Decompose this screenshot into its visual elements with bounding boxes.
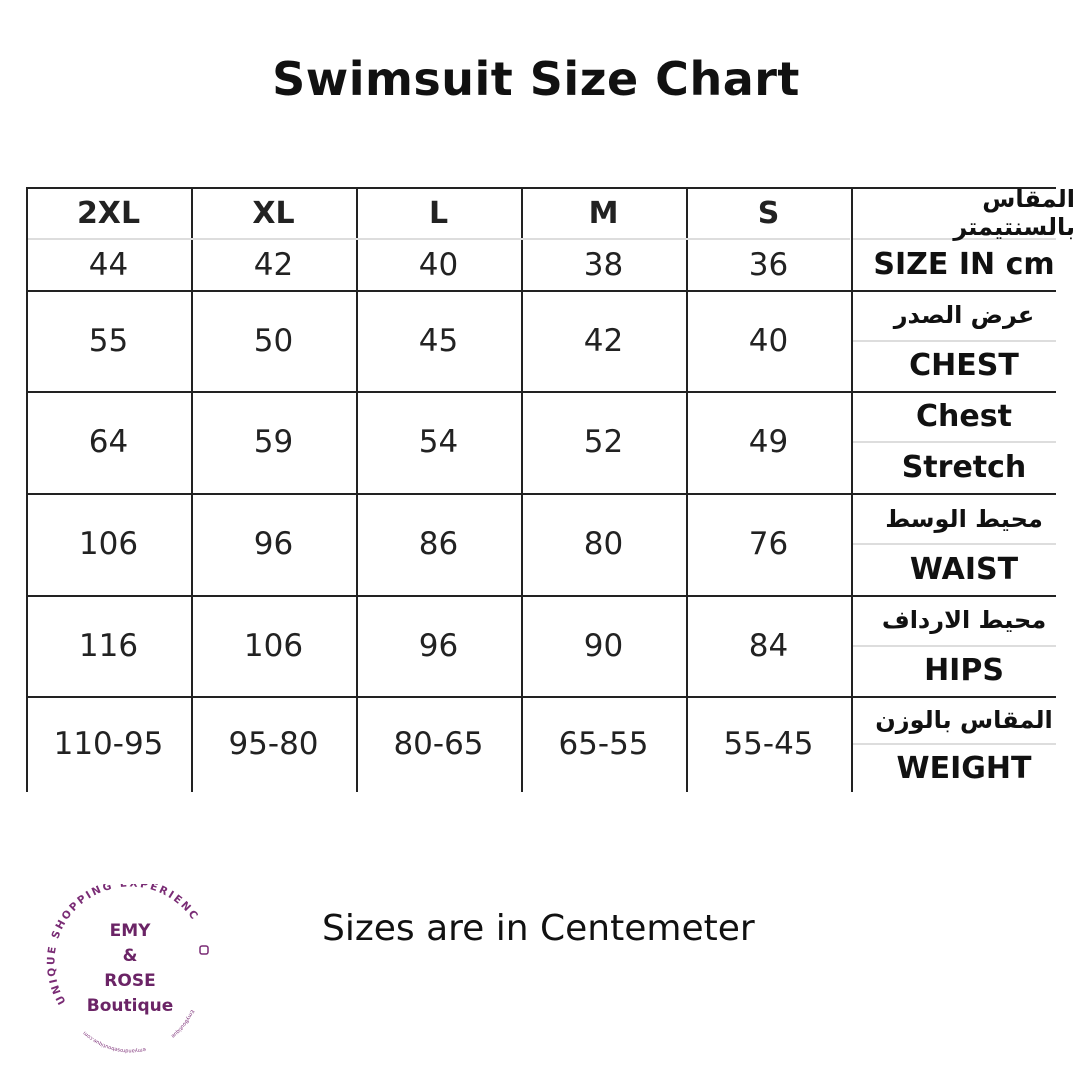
table-cell: 65-55 xyxy=(558,726,649,762)
row-label-arabic: محيط الوسط xyxy=(885,504,1043,533)
table-cell: 40 xyxy=(418,246,459,283)
table-cell: 42 xyxy=(583,322,624,359)
table-cell: 90 xyxy=(583,627,624,664)
row-label-english: SIZE IN cm xyxy=(873,247,1055,282)
label-divider xyxy=(853,238,1056,240)
column-divider xyxy=(851,187,853,792)
table-cell: 40 xyxy=(748,322,789,359)
row-label-arabic: عرض الصدر xyxy=(893,301,1035,330)
logo-line-rose: ROSE xyxy=(104,971,155,991)
row-label-english: WEIGHT xyxy=(896,750,1032,786)
table-cell: 64 xyxy=(88,424,129,460)
table-cell: 55 xyxy=(88,322,129,359)
row-label-english: CHEST xyxy=(909,348,1019,384)
column-divider xyxy=(686,187,688,792)
logo-facebook-text: EmyBoutique xyxy=(170,1009,195,1039)
table-cell: 95-80 xyxy=(228,726,319,762)
row-divider xyxy=(26,696,1056,698)
row-divider xyxy=(26,493,1056,495)
table-cell: 80-65 xyxy=(393,726,484,762)
table-cell: 45 xyxy=(418,322,459,359)
size-header: M xyxy=(588,195,619,231)
table-cell: 54 xyxy=(418,424,459,460)
column-divider xyxy=(521,187,523,792)
logo-line-emy: EMY xyxy=(110,921,152,941)
column-divider xyxy=(356,187,358,792)
row-label-english: HIPS xyxy=(924,653,1004,689)
table-cell: 55-45 xyxy=(723,726,814,762)
table-cell: 84 xyxy=(748,627,789,664)
row-divider xyxy=(26,391,1056,393)
logo-website-text: emyandroseboutique.com xyxy=(82,1030,146,1054)
table-cell: 106 xyxy=(78,526,139,562)
instagram-icon xyxy=(199,945,209,955)
table-cell: 76 xyxy=(748,526,789,562)
table-cell: 86 xyxy=(418,526,459,562)
table-cell: 44 xyxy=(88,246,129,283)
table-cell: 80 xyxy=(583,526,624,562)
label-divider xyxy=(853,339,1056,342)
size-header: 2XL xyxy=(76,195,141,231)
table-cell: 38 xyxy=(583,246,624,283)
size-header: S xyxy=(757,195,780,231)
table-cell: 106 xyxy=(243,627,304,664)
table-cell: 49 xyxy=(748,424,789,460)
row-label-arabic: المقاس بالوزن xyxy=(875,706,1053,734)
size-header: L xyxy=(428,195,449,231)
units-note: Sizes are in Centemeter xyxy=(322,908,755,949)
logo-line-amp: & xyxy=(123,946,138,966)
header-divider xyxy=(28,238,850,240)
svg-text:EmyBoutique: EmyBoutique xyxy=(170,1009,195,1039)
table-cell: 50 xyxy=(253,322,294,359)
table-cell: 59 xyxy=(253,424,294,460)
row-divider xyxy=(26,595,1056,597)
row-label-english: Stretch xyxy=(901,450,1027,485)
table-cell: 96 xyxy=(253,526,294,562)
table-cell: 36 xyxy=(748,246,789,283)
column-divider xyxy=(191,187,193,792)
label-divider xyxy=(853,644,1056,647)
boutique-logo: UNIQUE SHOPPING EXPERIENCE EmyBoutique e… xyxy=(39,875,220,1064)
label-divider xyxy=(853,441,1056,443)
row-label-english: WAIST xyxy=(909,552,1019,587)
table-cell: 110-95 xyxy=(53,726,164,762)
svg-text:emyandroseboutique.com: emyandroseboutique.com xyxy=(82,1030,146,1054)
row-label-arabic: Chest xyxy=(916,399,1012,434)
size-header: XL xyxy=(252,195,295,231)
table-cell: 96 xyxy=(418,627,459,664)
row-label-arabic: المقاس بالسنتيمتر xyxy=(953,185,1075,241)
table-cell: 116 xyxy=(78,627,139,664)
table-cell: 52 xyxy=(583,424,624,460)
table-cell: 42 xyxy=(253,246,294,283)
page-title: Swimsuit Size Chart xyxy=(272,52,800,106)
row-divider xyxy=(26,187,1056,189)
column-divider xyxy=(26,187,28,792)
label-divider xyxy=(853,543,1056,545)
label-divider xyxy=(853,743,1056,745)
logo-line-boutique: Boutique xyxy=(87,996,174,1016)
row-label-arabic: محيط الارداف xyxy=(881,606,1047,635)
row-divider xyxy=(26,290,1056,292)
